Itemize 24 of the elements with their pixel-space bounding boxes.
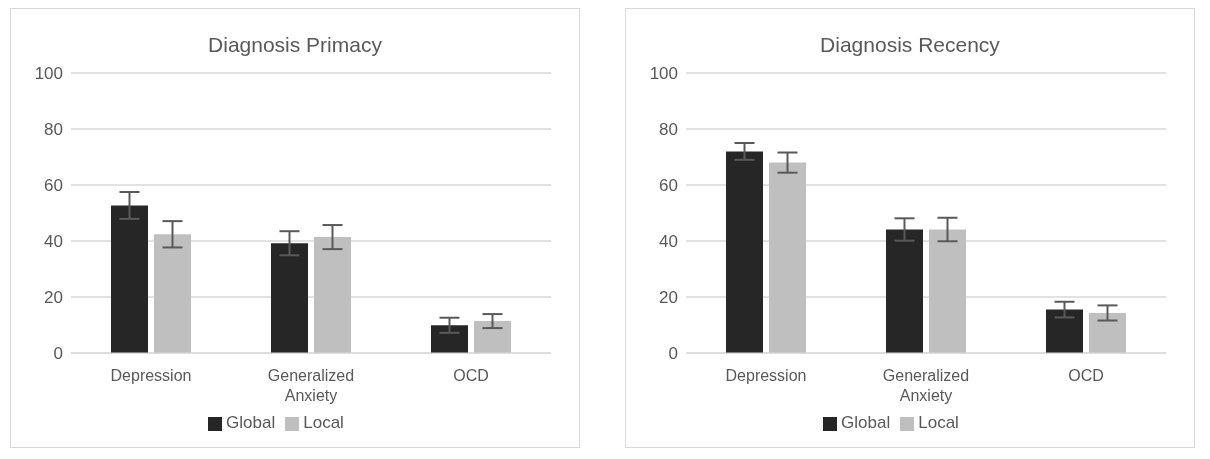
x-tick-label: Depression xyxy=(110,367,192,384)
x-tick-label: Generalized Anxiety xyxy=(267,367,355,404)
y-tick-label: 100 xyxy=(34,64,63,84)
y-tick-label: 80 xyxy=(44,120,63,140)
x-tick-label: OCD xyxy=(453,367,489,384)
y-tick-label: 100 xyxy=(649,64,678,84)
x-tick-label: Depression xyxy=(725,367,807,384)
y-tick-label: 20 xyxy=(44,288,63,308)
y-tick-label: 20 xyxy=(659,288,678,308)
x-tick-label: OCD xyxy=(1068,367,1104,384)
y-tick-label: 60 xyxy=(659,176,678,196)
legend-label: Global xyxy=(226,413,276,432)
y-tick-label: 0 xyxy=(668,344,678,364)
chart-title: Diagnosis Primacy xyxy=(207,33,383,58)
legend-label: Local xyxy=(918,413,959,432)
y-tick-label: 40 xyxy=(44,232,63,252)
y-tick-label: 0 xyxy=(53,344,63,364)
chart-title: Diagnosis Recency xyxy=(819,33,1001,58)
legend-label: Local xyxy=(303,413,344,432)
x-tick-label: Generalized Anxiety xyxy=(882,367,970,404)
y-tick-label: 60 xyxy=(44,176,63,196)
y-tick-label: 80 xyxy=(659,120,678,140)
y-tick-label: 40 xyxy=(659,232,678,252)
legend-label: Global xyxy=(841,413,891,432)
